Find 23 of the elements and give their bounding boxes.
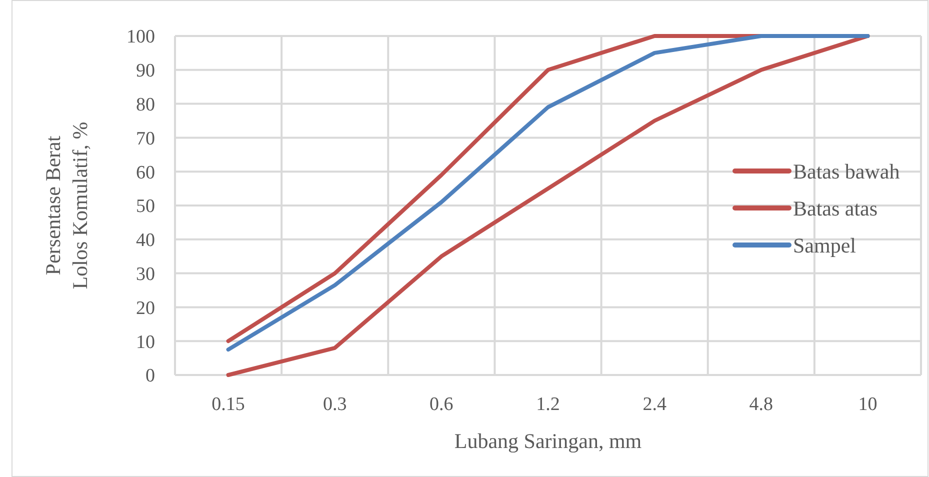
x-tick-label: 1.2 — [536, 394, 560, 415]
x-tick-label: 0.6 — [430, 394, 454, 415]
y-tick-label: 40 — [136, 230, 155, 252]
y-tick-label: 30 — [136, 264, 155, 285]
y-tick-label: 80 — [136, 94, 155, 116]
y-tick-label: 0 — [146, 366, 155, 387]
y-tick-label: 70 — [136, 128, 155, 150]
y-tick-label: 90 — [136, 60, 155, 82]
x-tick-label: 4.8 — [749, 394, 774, 415]
x-tick-label: 2.4 — [642, 394, 667, 415]
x-tick-label: 10 — [858, 394, 878, 415]
y-tick-label: 10 — [136, 332, 155, 353]
x-axis-title: Lubang Saringan, mm — [454, 429, 642, 453]
y-axis-title: Persentase Berat Lolos Komulatif, % — [41, 122, 92, 290]
legend-label: Sampel — [793, 233, 856, 258]
y-tick-label: 20 — [136, 298, 155, 319]
legend-label: Batas bawah — [793, 159, 900, 184]
legend-label: Batas atas — [793, 196, 878, 220]
y-tick-label: 100 — [126, 26, 155, 48]
y-tick-label: 50 — [136, 196, 155, 218]
x-tick-label: 0.3 — [322, 394, 347, 415]
x-tick-label: 0.15 — [212, 394, 245, 415]
y-tick-label: 60 — [136, 162, 155, 184]
